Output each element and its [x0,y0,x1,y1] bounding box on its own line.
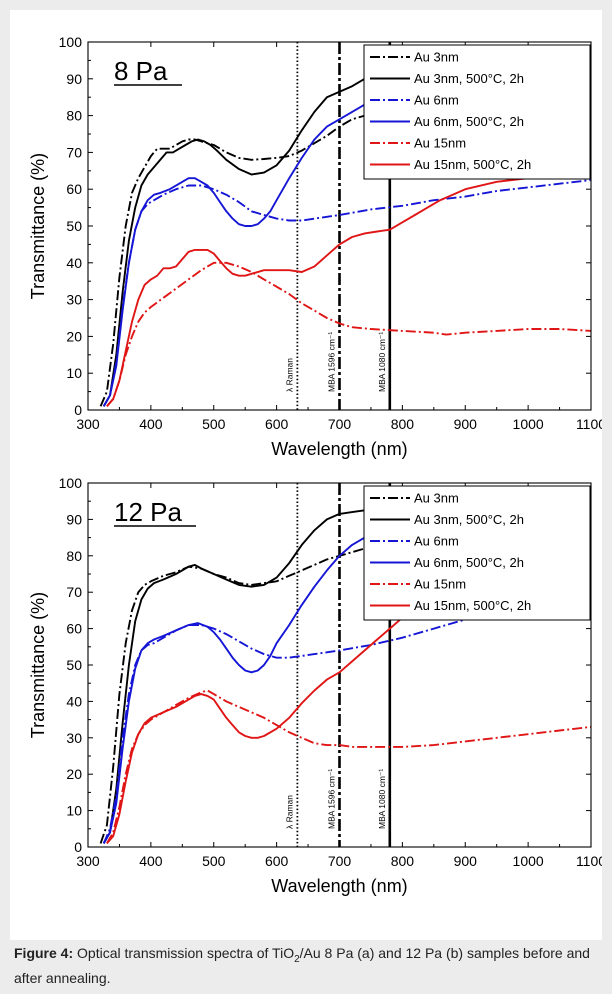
legend-entry: Au 3nm [414,50,459,65]
x-tick-label: 700 [328,853,352,869]
series-line [99,547,365,844]
y-tick-label: 30 [66,292,82,308]
legend-entry: Au 6nm, 500°C, 2h [414,114,524,129]
y-tick-label: 100 [59,475,83,491]
y-tick-label: 20 [66,328,82,344]
y-tick-label: 0 [74,839,82,855]
x-tick-label: 300 [76,416,100,432]
y-tick-label: 100 [59,34,83,50]
y-tick-label: 20 [66,766,82,782]
x-tick-label: 900 [454,416,478,432]
y-tick-label: 10 [66,803,82,819]
legend: Au 3nm Au 3nm, 500°C, 2h Au 6nm Au 6nm, 500… [363,485,591,621]
y-tick-label: 0 [74,402,82,418]
annotation-label: MBA 1080 cm⁻¹ [377,769,387,829]
y-tick-label: 80 [66,108,82,124]
x-tick-label: 900 [454,853,478,869]
legend-box [363,485,591,621]
x-tick-label: 1000 [513,416,544,432]
series-line [106,168,591,407]
y-tick-label: 50 [66,218,82,234]
y-tick-label: 70 [66,144,82,160]
panel-label: 12 Pa [114,497,182,527]
y-tick-label: 90 [66,511,82,527]
x-tick-label: 400 [139,853,163,869]
caption-text-2: /Au 8 Pa (a) and 12 Pa (b) samples befor… [14,945,590,986]
x-tick-label: 800 [391,853,415,869]
y-tick-label: 10 [66,365,82,381]
x-tick-label: 400 [139,416,163,432]
y-tick-label: 60 [66,181,82,197]
caption-label: Figure 4: [14,945,74,961]
x-axis-label: Wavelength (nm) [271,876,407,896]
panel-label: 8 Pa [114,56,168,86]
x-tick-label: 500 [202,416,226,432]
legend-entry: Au 3nm, 500°C, 2h [414,71,524,86]
legend-entry: Au 3nm, 500°C, 2h [414,512,524,527]
legend-entry: Au 6nm [414,534,459,549]
x-tick-label: 600 [265,416,289,432]
y-tick-label: 40 [66,255,82,271]
annotation-label: MBA 1596 cm⁻¹ [327,769,337,829]
legend-box [363,44,591,180]
series-line [102,536,366,844]
x-tick-label: 300 [76,853,100,869]
y-tick-label: 60 [66,621,82,637]
figure-panel: λ Raman MBA 1596 cm⁻¹ MBA 1080 cm⁻¹ 300 400 5… [10,10,602,940]
series-line [102,576,591,844]
y-tick-label: 80 [66,548,82,564]
x-tick-label: 600 [265,853,289,869]
series-line [102,77,366,407]
x-tick-label: 1000 [513,853,544,869]
annotation-label: MBA 1080 cm⁻¹ [377,332,387,392]
y-tick-label: 70 [66,584,82,600]
legend-entry: Au 15nm, 500°C, 2h [414,598,531,613]
legend-entry: Au 15nm, 500°C, 2h [414,157,531,172]
annotation-label: λ Raman [284,358,294,392]
caption-text-1: Optical transmission spectra of TiO [73,945,295,961]
annotation-label: λ Raman [284,795,294,829]
x-axis-label: Wavelength (nm) [271,439,407,459]
legend-entry: Au 15nm [414,577,466,592]
series-line [102,179,591,407]
series-line [99,112,390,407]
series-line [106,689,591,844]
x-tick-label: 700 [328,416,352,432]
y-axis-label: Transmittance (%) [28,592,48,738]
figure-caption: Figure 4: Optical transmission spectra o… [14,944,599,988]
series-line [102,103,366,407]
legend-entry: Au 6nm [414,93,459,108]
series-line [106,261,591,407]
y-tick-label: 40 [66,693,82,709]
y-axis-label: Transmittance (%) [28,153,48,299]
legend-entry: Au 6nm, 500°C, 2h [414,555,524,570]
y-tick-label: 90 [66,71,82,87]
y-tick-label: 30 [66,730,82,746]
legend-entry: Au 3nm [414,491,459,506]
legend: Au 3nm Au 3nm, 500°C, 2h Au 6nm Au 6nm, 500… [363,44,591,180]
x-tick-label: 500 [202,853,226,869]
series-line [102,509,365,844]
annotation-label: MBA 1596 cm⁻¹ [327,332,337,392]
y-tick-label: 50 [66,657,82,673]
caption-subscript: 2 [294,953,300,965]
legend-entry: Au 15nm [414,136,466,151]
series-line [106,551,591,845]
x-tick-label: 800 [391,416,415,432]
